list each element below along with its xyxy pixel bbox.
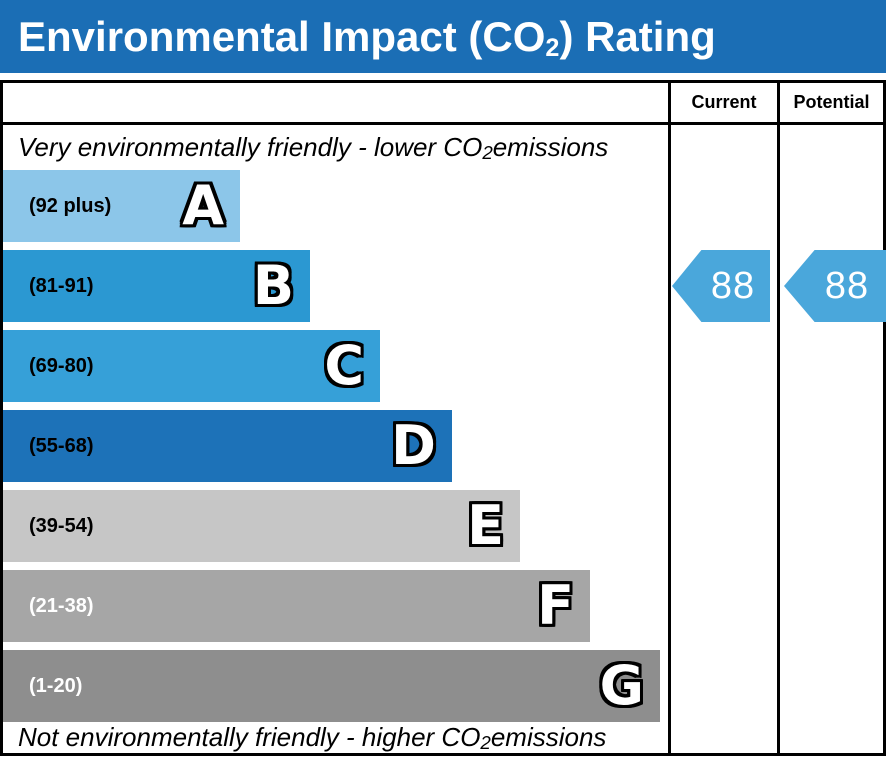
page-title: Environmental Impact (CO2) Rating (0, 12, 716, 63)
current-column (668, 125, 777, 753)
rating-band-f: (21-38) F (3, 570, 590, 642)
potential-column (777, 125, 883, 753)
band-letter: E (467, 494, 504, 557)
rating-table: Current Potential Very environmentally f… (0, 80, 886, 756)
rating-band-e: (39-54) E (3, 490, 520, 562)
rating-band-a: (92 plus) A (3, 170, 240, 242)
header-cell-potential: Potential (777, 83, 883, 122)
band-range-label: (81-91) (29, 274, 94, 297)
note-bottom: Not environmentally friendly - higher CO… (3, 722, 668, 753)
rating-scale-cell: Very environmentally friendly - lower CO… (3, 125, 668, 753)
table-body: Very environmentally friendly - lower CO… (3, 125, 886, 753)
current-rating-value: 88 (710, 264, 756, 307)
band-range-label: (69-80) (29, 354, 94, 377)
rating-band-g: (1-20) G (3, 650, 660, 722)
rating-band-c: (69-80) C (3, 330, 380, 402)
note-bottom-prefix: Not environmentally friendly - higher CO (18, 722, 481, 752)
note-bottom-subscript: 2 (480, 731, 491, 753)
band-range-label: (92 plus) (29, 194, 112, 217)
note-top-suffix: emissions (492, 132, 609, 162)
header-cell-empty (3, 83, 668, 122)
band-letter: D (391, 414, 436, 477)
note-bottom-suffix: emissions (490, 722, 607, 752)
rating-band-d: (55-68) D (3, 410, 452, 482)
band-letter: C (324, 334, 364, 397)
header-cell-current: Current (668, 83, 777, 122)
table-header-row: Current Potential (3, 83, 883, 125)
band-range-label: (1-20) (29, 674, 83, 697)
band-range-label: (21-38) (29, 594, 94, 617)
band-letter: G (599, 654, 644, 717)
band-letter: F (537, 574, 574, 637)
band-letter: A (182, 174, 224, 237)
band-range-label: (55-68) (29, 434, 94, 457)
note-top: Very environmentally friendly - lower CO… (3, 125, 668, 170)
note-top-prefix: Very environmentally friendly - lower CO (18, 132, 483, 162)
title-bar: Environmental Impact (CO2) Rating (0, 0, 886, 73)
title-prefix: Environmental Impact (CO (18, 12, 546, 60)
title-subscript: 2 (545, 34, 560, 63)
rating-bands: (92 plus) A (81-91) B (69-80) C (55-68) D (39-54… (3, 170, 668, 722)
potential-rating-value: 88 (824, 264, 870, 307)
title-suffix: ) Rating (559, 12, 716, 60)
band-letter: B (252, 254, 294, 317)
note-top-subscript: 2 (482, 141, 493, 163)
band-range-label: (39-54) (29, 514, 94, 537)
rating-band-b: (81-91) B (3, 250, 310, 322)
